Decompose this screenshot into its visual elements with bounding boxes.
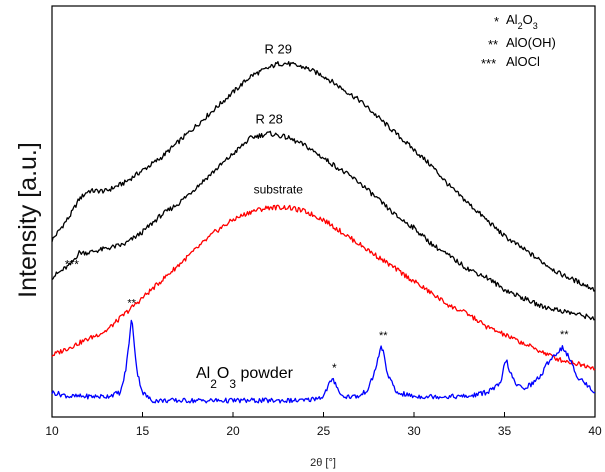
annotation-label: *** xyxy=(65,257,79,271)
al2o3-powder-label: Al2O3 powder xyxy=(196,365,294,391)
series-line-substrate xyxy=(51,204,596,371)
legend: * Al2O3 ** AlO(OH) *** AlOCl xyxy=(481,12,556,71)
legend-marker-2: ** xyxy=(488,37,498,52)
x-tick-label: 10 xyxy=(45,424,59,438)
legend-entry-al2o3-sub2: 3 xyxy=(533,21,538,31)
legend-entry-aloohh: AlO(OH) xyxy=(506,35,556,50)
x-tick-label: 30 xyxy=(407,424,421,438)
x-axis-ticks: 10 15 20 25 30 35 40 xyxy=(45,412,602,438)
annotation-label: R 28 xyxy=(255,111,282,126)
series-line-r-29 xyxy=(51,61,596,292)
legend-entry-alocl: AlOCl xyxy=(506,54,540,69)
powder-label-sub1: 2 xyxy=(210,377,217,391)
legend-marker-3: *** xyxy=(481,56,496,71)
annotation-label: ** xyxy=(379,330,388,342)
series-line-al2o3-powder xyxy=(51,319,596,404)
annotation-label: ** xyxy=(127,297,136,309)
annotation-label: R 29 xyxy=(265,42,292,57)
x-tick-label: 25 xyxy=(317,424,331,438)
x-tick-label: 35 xyxy=(498,424,512,438)
powder-label-sub2: 3 xyxy=(229,377,236,391)
annotation-label: ** xyxy=(560,329,569,341)
annotation-label: * xyxy=(332,361,337,375)
series-group xyxy=(51,61,596,404)
legend-entry-al2o3: Al2O3 xyxy=(506,12,538,31)
x-tick-label: 15 xyxy=(136,424,150,438)
x-axis-label: 2θ [°] xyxy=(310,457,336,469)
y-axis-label: Intensity [a.u.] xyxy=(14,142,42,298)
legend-marker-1: * xyxy=(494,14,499,29)
powder-label-o: O xyxy=(217,365,229,382)
x-tick-label: 40 xyxy=(588,424,602,438)
powder-label-rest: powder xyxy=(236,365,294,382)
legend-entry-al2o3-sub: 2 xyxy=(518,21,523,31)
powder-label-al: Al xyxy=(196,365,210,382)
annotation-label: substrate xyxy=(254,182,304,196)
x-tick-label: 20 xyxy=(226,424,240,438)
series-line-r-28 xyxy=(51,130,596,321)
